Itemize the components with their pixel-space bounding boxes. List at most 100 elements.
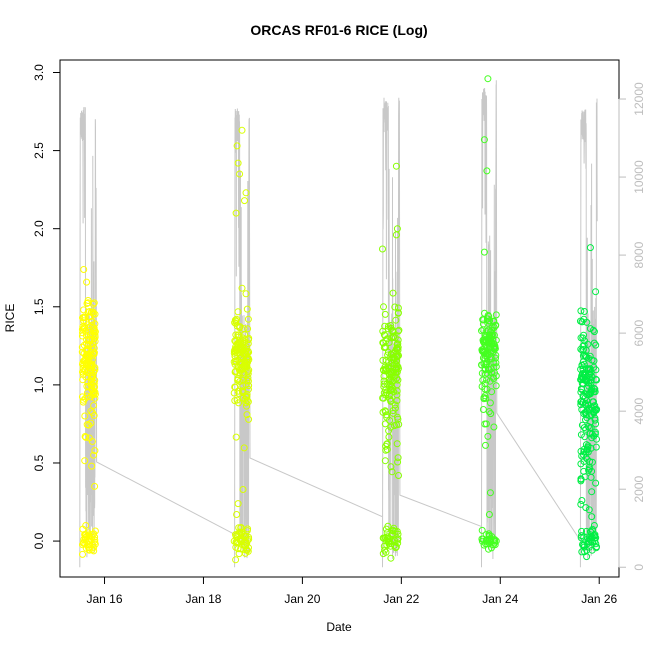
data-point [79,376,87,384]
data-point [587,473,595,481]
data-point [379,408,387,416]
data-point [577,334,585,342]
data-point [578,376,586,384]
data-point [492,372,500,380]
data-point [233,539,241,547]
data-point [588,356,596,364]
data-point [578,497,586,504]
data-point [239,350,247,358]
data-point [234,159,242,167]
data-point [590,398,597,406]
data-point [578,372,586,380]
data-point [587,379,595,387]
data-point [231,319,239,327]
data-point [383,335,391,343]
data-point [393,528,401,535]
data-point [394,415,402,423]
data-point [91,482,99,490]
data-point [591,430,599,438]
data-point [587,376,595,384]
data-point [391,527,399,535]
data-point [577,307,585,315]
x-tick-label: Jan 24 [482,592,518,606]
data-point [245,382,253,390]
data-point [90,412,98,419]
data-point [389,334,397,341]
data-point [88,346,96,354]
data-point [394,304,402,312]
data-point [83,300,91,307]
data-point [81,395,89,402]
data-point [583,384,591,392]
data-point [244,325,252,333]
data-point [388,468,396,476]
data-point [231,352,239,360]
data-point [83,278,91,286]
data-point [482,352,490,360]
data-point [383,446,391,453]
data-point [234,538,241,546]
data-point [381,546,389,554]
data-point [245,415,253,423]
data-point [382,442,390,450]
data-point [483,360,491,367]
data-point [584,535,592,543]
data-point [482,441,489,449]
data-point [578,346,586,354]
data-point [242,539,250,547]
y-tick-label: 1.5 [32,298,46,315]
data-point [579,380,587,388]
data-point [590,409,598,417]
data-point [393,341,401,348]
data-point [241,335,249,343]
data-point [245,533,253,541]
y-tick-label: 0.0 [32,532,46,549]
data-point [584,442,592,450]
data-point [381,310,389,318]
data-point [483,167,491,175]
data-point [392,361,400,368]
data-point [238,365,246,373]
data-point [386,535,394,543]
data-point [583,553,591,561]
y2-tick-label: 4000 [632,397,646,424]
data-point [241,357,248,365]
data-point [492,359,500,367]
data-point [481,392,489,400]
data-point [381,457,389,465]
data-point [387,463,395,471]
x-tick-label: Jan 26 [581,592,617,606]
data-point [395,326,403,334]
data-points-layer [78,75,601,564]
data-point [584,423,592,430]
data-point [487,365,495,373]
data-point [580,308,588,315]
data-point [588,458,596,466]
data-point [80,538,88,546]
data-point [81,433,89,440]
data-point [243,305,251,313]
data-point [394,454,402,462]
data-point [593,543,600,551]
data-point [484,75,492,83]
data-point [234,387,242,395]
data-point [578,318,586,326]
data-point [237,524,245,532]
data-point [87,407,95,415]
data-point [592,341,600,349]
data-point [85,421,93,429]
data-point [480,136,488,144]
data-point [79,550,86,558]
data-point [236,324,244,332]
data-point [579,358,587,366]
data-point [492,382,500,390]
data-point [90,402,98,409]
data-point [381,534,389,542]
data-point [480,541,488,549]
data-point [480,394,488,402]
data-point [580,533,588,541]
data-point [232,556,240,564]
data-point [479,406,487,413]
data-point [80,266,88,273]
